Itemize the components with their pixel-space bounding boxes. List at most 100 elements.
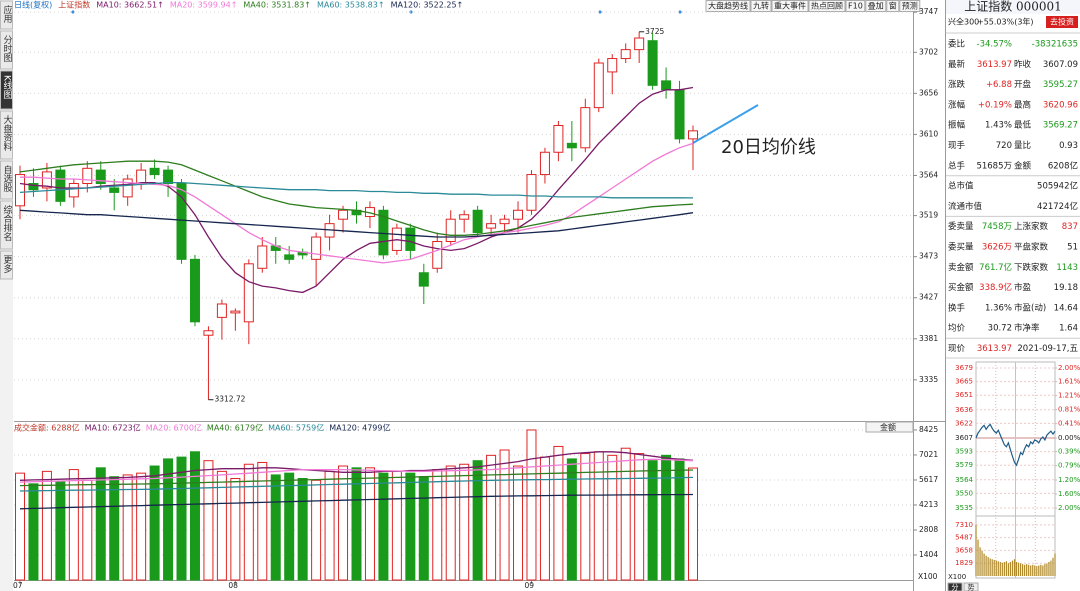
promo-button[interactable] [1046,16,1078,28]
candle-body [634,37,645,51]
intraday-volume-bar [1017,562,1020,576]
bottom-tab-label[interactable]: 分 [952,583,959,591]
y2-tick-label: 0.41% [1058,420,1080,428]
intraday-volume-bar [1003,562,1005,576]
candle-body [405,227,416,251]
volume-bar [607,454,618,581]
volume-bar [445,465,456,581]
y-tick-label: 2808 [919,525,938,534]
sidebar-tab-label[interactable]: 自选股 [2,164,13,193]
volume-bar [418,476,429,581]
toolbar-label[interactable]: 大盘趋势线 [708,1,748,11]
legend-entry: 上证指数 [58,0,90,10]
y-tick-label: 3519 [919,211,938,220]
event-marker[interactable] [598,10,602,14]
y-tick-label: 3747 [919,7,938,16]
sidebar-tab-label[interactable]: K线图 [2,75,13,100]
y-tick-label: 7310 [955,521,973,529]
toolbar-button[interactable] [886,0,900,12]
sidebar-tab[interactable] [0,160,13,200]
legend-entry: MA60: 3538.83↑ [317,1,385,10]
volume-bar [338,465,349,581]
toolbar-button[interactable] [865,0,887,12]
volume-bar [203,460,214,581]
candle-body [109,187,120,193]
toolbar-label[interactable]: 预测 [902,1,918,11]
quote-value: -34.57% [977,40,1012,50]
quote-label: 振幅 [948,120,966,131]
sidebar-tab-label[interactable]: 大盘资料 [2,114,13,152]
quote-value: -38321635 [1032,40,1078,50]
promo-button-label[interactable]: 去投资 [1050,17,1074,27]
volume-bar [15,472,25,581]
quote-value: 3569.27 [1043,121,1078,131]
intraday-volume-bar [1048,562,1050,576]
volume-ma-line [19,458,694,483]
x-tick-label: 07 [13,581,23,590]
sidebar-tab-label[interactable]: 分时图 [2,35,13,63]
candle-body [499,218,510,225]
quote-label: 涨幅 [948,99,966,110]
toolbar-button[interactable] [750,0,772,12]
toolbar-label[interactable]: 叠加 [868,1,884,11]
sidebar-tab-label[interactable]: 应用 [2,4,13,24]
bottom-tab[interactable] [947,582,963,591]
y-tick-label: 3658 [955,546,973,554]
bottom-tab[interactable] [963,582,979,591]
quote-value: 3607.09 [1043,60,1078,70]
toolbar-label[interactable]: 重大事件 [774,1,806,11]
candle-body [122,178,133,198]
intraday-volume-bar [1054,553,1056,576]
volume-bar [55,481,66,581]
volume-bar [364,467,375,581]
pane-button[interactable] [865,421,914,433]
sidebar-tab[interactable] [0,0,13,30]
toolbar-button[interactable] [808,0,846,12]
candle-body [55,169,66,202]
toolbar-label[interactable]: 九转 [753,1,769,11]
intraday-volume-bar [997,561,999,576]
volume-bar [486,454,497,581]
toolbar-button[interactable] [705,0,751,12]
sidebar-tab-label[interactable]: 综合排名 [2,204,13,242]
sidebar-tab[interactable] [0,70,13,110]
candle-body [15,174,25,207]
volume-bar [405,472,416,581]
intraday-volume-bar [1032,564,1034,576]
event-marker[interactable] [71,10,75,14]
legend-entry: MA40: 3531.83↑ [243,1,311,10]
quote-label: 现手 [948,140,966,151]
bottom-tab-label[interactable]: 势 [968,583,975,591]
candle-body [620,49,631,60]
y-tick-label: 1404 [919,550,938,559]
toolbar-button[interactable] [899,0,921,12]
y-tick-label: 3622 [955,419,973,427]
toolbar-label[interactable]: F10 [848,2,863,11]
quote-label: 卖金额 [948,262,974,273]
y-tick-label: 3535 [955,504,973,512]
intraday-volume-bar [987,557,989,576]
sidebar-tab[interactable] [0,250,13,280]
pane-button-label[interactable]: 金额 [880,422,896,432]
legend-entry: MA120: 4799亿 [329,423,390,433]
quote-value: 1.43% [985,121,1012,131]
sidebar-tab[interactable] [0,110,13,160]
volume-bar [243,463,254,581]
event-marker[interactable] [678,10,682,14]
sidebar-tab[interactable] [0,30,13,70]
intraday-volume-bar [981,550,983,576]
intraday-volume-bar [1001,562,1003,576]
promo-return: +55.03%(3年) [977,17,1034,27]
quote-value: 3620.96 [1043,100,1078,110]
toolbar-label[interactable]: 窗 [889,1,897,11]
toolbar-button[interactable] [771,0,809,12]
volume-bar [149,465,160,581]
intraday-volume-bar [1028,564,1030,576]
toolbar-button[interactable] [845,0,866,12]
ma-line [19,160,694,236]
intraday-volume-bar [1013,559,1016,576]
sidebar-tab[interactable] [0,200,13,250]
intraday-volume-bar [1009,562,1012,576]
sidebar-tab-label[interactable]: 更多 [2,255,13,274]
toolbar-label[interactable]: 热点回顾 [811,1,843,11]
